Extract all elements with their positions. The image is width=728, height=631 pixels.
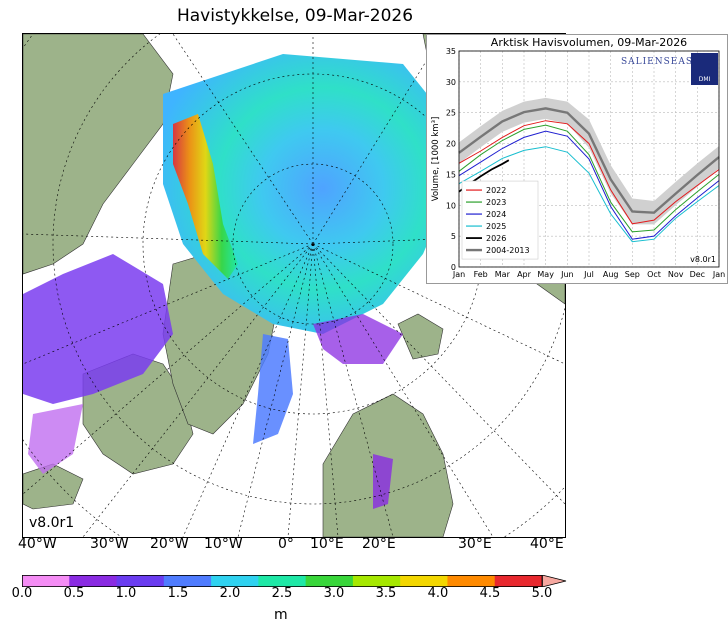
colorbar-tick-label: 4.0	[427, 586, 449, 601]
volume-chart-inset: Arktisk Havisvolumen, 09-Mar-2026 0 5 10 15 2…	[426, 34, 728, 284]
ice-edge-labrador	[28, 404, 83, 474]
chart-title: Arktisk Havisvolumen, 09-Mar-2026	[491, 36, 687, 49]
colorbar-tick-label: 2.0	[219, 586, 241, 601]
colorbar-tick-label: 0.0	[11, 586, 33, 601]
x-tick-label: Jul	[583, 270, 594, 279]
colorbar-segment	[400, 575, 448, 587]
series-line-2025	[458, 146, 720, 243]
lon-label: 30°E	[458, 536, 492, 552]
land-canada	[23, 34, 174, 275]
colorbar-segment	[22, 575, 70, 587]
y-tick-label: 25	[446, 109, 456, 118]
graticule	[23, 34, 565, 537]
ice-thick-band	[173, 114, 238, 279]
map-version-label: v8.0r1	[29, 515, 75, 531]
colorbar-segment	[69, 575, 118, 587]
colorbar-segment	[163, 575, 212, 587]
x-tick-label: Jan	[452, 270, 465, 279]
y-tick-label: 15	[446, 170, 456, 179]
colorbar-tick-label: 3.5	[375, 586, 397, 601]
lon-label: 40°E	[530, 536, 564, 552]
ice-baffin	[23, 254, 173, 404]
colorbar-segment	[211, 575, 259, 587]
y-tick-label: 10	[446, 201, 456, 210]
colorbar-segment	[447, 575, 496, 587]
x-tick-label: Apr	[517, 270, 532, 279]
x-tick-label: Oct	[647, 270, 661, 279]
legend-label: 2024	[486, 210, 506, 219]
dmi-logo-icon	[691, 53, 718, 85]
chart-version-label: v8.0r1	[690, 255, 716, 264]
y-tick-label: 35	[446, 47, 456, 56]
legend-label: 2004-2013	[486, 246, 530, 255]
y-tick-label: 20	[446, 140, 456, 149]
x-tick-label: Nov	[668, 270, 684, 279]
legend-label: 2023	[486, 198, 506, 207]
x-tick-label: May	[537, 270, 554, 279]
y-axis-label: Volume, [1000 km³]	[431, 117, 441, 202]
x-tick-label: Dec	[690, 270, 705, 279]
x-tick-label: Sep	[625, 270, 640, 279]
series-line-2023	[458, 124, 720, 233]
legend-label: 2026	[486, 234, 506, 243]
colorbar-segment	[258, 575, 307, 587]
x-tick-label: Feb	[474, 270, 488, 279]
land-svalbard	[397, 313, 444, 360]
colorbar-segment	[116, 575, 165, 587]
colorbar-segment	[305, 575, 354, 587]
chart-frame	[458, 50, 720, 268]
colorbar-tick-label: 0.5	[63, 586, 85, 601]
colorbar-tick-label: 5.0	[531, 586, 553, 601]
colorbar	[22, 572, 568, 588]
colorbar-tick-label: 2.5	[271, 586, 293, 601]
lon-label: 20°E	[362, 536, 396, 552]
series-band-2004-2013	[459, 97, 719, 225]
series-line-2024	[458, 130, 720, 240]
saliensea-logo: SALIENSEAS	[621, 57, 693, 67]
x-tick-label: Mar	[495, 270, 511, 279]
lon-label: 20°W	[150, 536, 189, 552]
colorbar-tick-label: 1.0	[115, 586, 137, 601]
y-tick-label: 0	[451, 263, 456, 272]
lon-label: 40°W	[18, 536, 57, 552]
volume-chart: Arktisk Havisvolumen, 09-Mar-2026 0 5 10 15 2…	[431, 36, 725, 279]
colorbar-scale	[22, 574, 567, 588]
colorbar-segment	[352, 575, 401, 587]
dmi-logo-text: DMI	[699, 76, 711, 83]
colorbar-segment	[494, 575, 543, 587]
legend-label: 2025	[486, 222, 506, 231]
lon-label: 0°	[278, 536, 294, 552]
series-line-2004-2013	[458, 107, 720, 214]
lon-label: 30°W	[90, 536, 129, 552]
lon-label: 10°E	[310, 536, 344, 552]
colorbar-tick-label: 1.5	[167, 586, 189, 601]
colorbar-tick-label: 3.0	[323, 586, 345, 601]
colorbar-outline	[22, 575, 543, 587]
map-title: Havistykkelse, 09-Mar-2026	[176, 6, 414, 26]
legend-label: 2022	[486, 186, 506, 195]
y-tick-label: 30	[446, 78, 456, 87]
ice-baltic	[373, 454, 393, 509]
series-line-2022	[458, 120, 720, 225]
x-tick-label: Jun	[560, 270, 574, 279]
x-tick-label: Aug	[603, 270, 619, 279]
x-tick-label: Jan	[712, 270, 725, 279]
colorbar-unit: m	[274, 607, 288, 623]
lon-label: 10°W	[204, 536, 243, 552]
colorbar-tick-label: 4.5	[479, 586, 501, 601]
legend-box	[461, 180, 539, 260]
y-tick-label: 5	[451, 232, 456, 241]
